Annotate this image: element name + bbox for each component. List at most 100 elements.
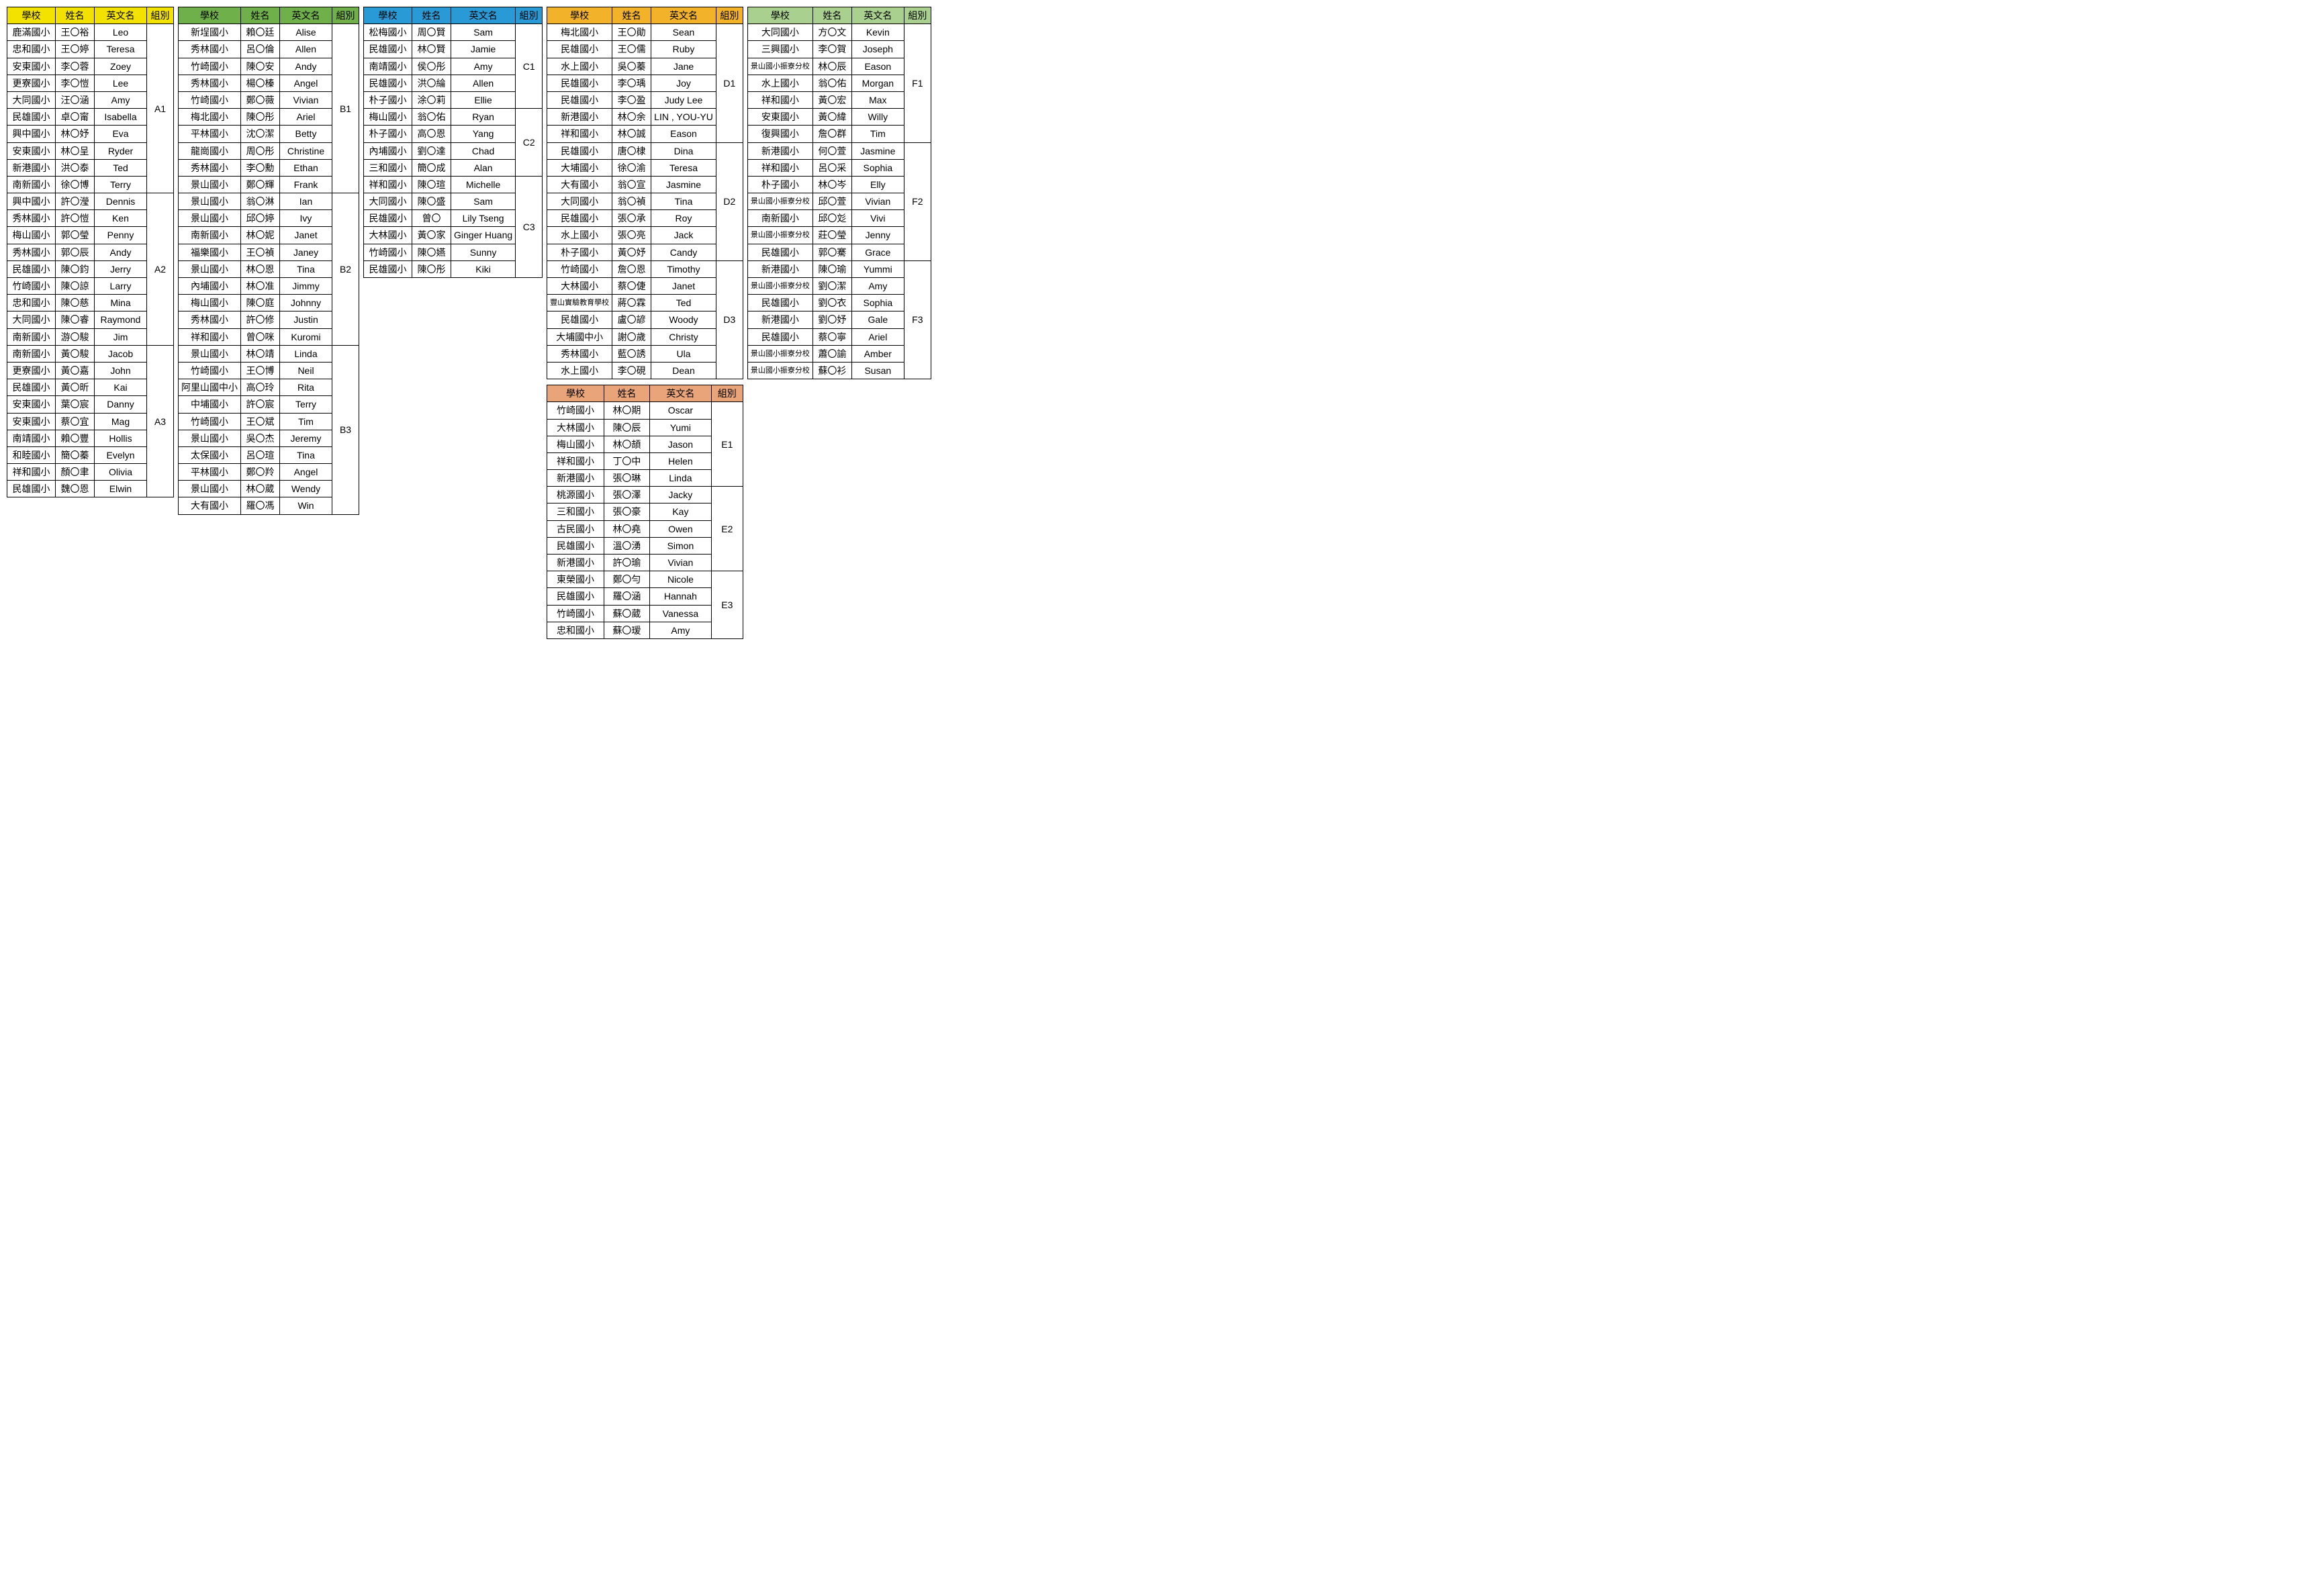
cell-en: Amy <box>451 58 516 75</box>
cell-en: Leo <box>95 24 147 41</box>
table-row: 梅山國小陳〇庭Johnny <box>179 295 359 311</box>
table-row: 景山國小振寮分校劉〇潔Amy <box>747 278 931 295</box>
cell-en: Woody <box>651 311 716 328</box>
cell-school: 太保國小 <box>179 446 241 463</box>
cell-school: 民雄國小 <box>547 142 612 159</box>
cell-en: Kevin <box>851 24 904 41</box>
cell-name: 賴〇廷 <box>241 24 280 41</box>
cell-name: 林〇賢 <box>412 41 451 58</box>
cell-school: 梅北國小 <box>179 109 241 126</box>
cell-en: Michelle <box>451 176 516 193</box>
cell-en: Teresa <box>95 41 147 58</box>
cell-en: Danny <box>95 396 147 413</box>
table-row: 梅山國小翁〇佑RyanC2 <box>364 109 543 126</box>
col-header-group: 組別 <box>716 7 743 24</box>
table-row: 景山國小翁〇淋IanB2 <box>179 193 359 210</box>
cell-en: Amy <box>851 278 904 295</box>
cell-name: 張〇亮 <box>612 227 651 244</box>
cell-name: 黃〇駿 <box>56 345 95 362</box>
cell-en: Zoey <box>95 58 147 75</box>
table-row: 竹崎國小林〇期OscarE1 <box>547 402 743 419</box>
cell-name: 李〇瑀 <box>612 75 651 91</box>
table-row: 民雄國小李〇盈Judy Lee <box>547 91 743 108</box>
cell-school: 景山國小振寮分校 <box>747 193 812 210</box>
cell-school: 大同國小 <box>364 193 412 210</box>
cell-en: Ryder <box>95 142 147 159</box>
table-row: 景山國小振寮分校莊〇瑩Jenny <box>747 227 931 244</box>
cell-school: 朴子國小 <box>547 244 612 260</box>
cell-school: 梅北國小 <box>547 24 612 41</box>
cell-school: 和睦國小 <box>7 446 56 463</box>
cell-en: Angel <box>280 464 332 481</box>
cell-en: Frank <box>280 176 332 193</box>
cell-school: 景山國小 <box>179 481 241 497</box>
cell-school: 南新國小 <box>7 176 56 193</box>
table-row: 景山國小振寮分校蕭〇諭Amber <box>747 345 931 362</box>
cell-name: 李〇蓉 <box>56 58 95 75</box>
cell-school: 祥和國小 <box>547 452 604 469</box>
cell-school: 南新國小 <box>7 345 56 362</box>
cell-name: 詹〇群 <box>812 126 851 142</box>
cell-school: 景山國小振寮分校 <box>747 345 812 362</box>
cell-school: 民雄國小 <box>547 537 604 554</box>
cell-name: 簡〇蓁 <box>56 446 95 463</box>
cell-name: 沈〇潔 <box>241 126 280 142</box>
cell-school: 大林國小 <box>364 227 412 244</box>
cell-en: Lily Tseng <box>451 210 516 227</box>
col-header-en: 英文名 <box>451 7 516 24</box>
cell-name: 李〇勳 <box>241 159 280 176</box>
cell-school: 民雄國小 <box>7 379 56 396</box>
cell-school: 朴子國小 <box>747 176 812 193</box>
cell-en: Hannah <box>650 588 712 605</box>
cell-school: 秀林國小 <box>179 159 241 176</box>
cell-school: 竹崎國小 <box>7 278 56 295</box>
cell-school: 大同國小 <box>547 193 612 210</box>
cell-name: 郭〇騫 <box>812 244 851 260</box>
cell-name: 張〇豪 <box>604 503 649 520</box>
cell-en: Allen <box>451 75 516 91</box>
cell-en: Jasmine <box>651 176 716 193</box>
cell-en: Dean <box>651 362 716 379</box>
cell-school: 南靖國小 <box>364 58 412 75</box>
cell-name: 藍〇誘 <box>612 345 651 362</box>
cell-en: Larry <box>95 278 147 295</box>
cell-name: 陳〇瑜 <box>812 260 851 277</box>
cell-en: Ginger Huang <box>451 227 516 244</box>
cell-name: 翁〇淋 <box>241 193 280 210</box>
cell-name: 呂〇采 <box>812 159 851 176</box>
cell-school: 新港國小 <box>547 109 612 126</box>
cell-en: Yumi <box>650 419 712 436</box>
cell-school: 竹崎國小 <box>547 402 604 419</box>
table-row: 豐山實驗教育學校蔣〇霖Ted <box>547 295 743 311</box>
cell-group-label: A3 <box>147 345 174 497</box>
cell-name: 曾〇咪 <box>241 328 280 345</box>
cell-name: 劉〇潔 <box>812 278 851 295</box>
cell-name: 李〇盈 <box>612 91 651 108</box>
cell-en: Tim <box>280 413 332 430</box>
cell-name: 陳〇辰 <box>604 419 649 436</box>
cell-school: 秀林國小 <box>547 345 612 362</box>
cell-name: 汪〇涵 <box>56 91 95 108</box>
cell-name: 周〇彤 <box>241 142 280 159</box>
cell-name: 林〇准 <box>241 278 280 295</box>
table-row: 中埔國小許〇宸Terry <box>179 396 359 413</box>
cell-en: LIN , YOU-YU <box>651 109 716 126</box>
cell-name: 李〇愷 <box>56 75 95 91</box>
cell-school: 民雄國小 <box>7 260 56 277</box>
cell-en: Linda <box>280 345 332 362</box>
cell-en: Helen <box>650 452 712 469</box>
table-row: 景山國小邱〇婷Ivy <box>179 210 359 227</box>
cell-school: 祥和國小 <box>747 159 812 176</box>
cell-name: 徐〇博 <box>56 176 95 193</box>
cell-name: 李〇賀 <box>812 41 851 58</box>
table-row: 竹崎國小陳〇安Andy <box>179 58 359 75</box>
table-row: 景山國小振寮分校林〇辰Eason <box>747 58 931 75</box>
group-table-C: 學校姓名英文名組別松梅國小周〇賢SamC1民雄國小林〇賢Jamie南靖國小侯〇彤… <box>363 7 543 278</box>
cell-en: Susan <box>851 362 904 379</box>
cell-name: 蔡〇寧 <box>812 328 851 345</box>
cell-school: 忠和國小 <box>547 622 604 638</box>
cell-en: Ian <box>280 193 332 210</box>
cell-name: 陳〇鈞 <box>56 260 95 277</box>
table-row: 祥和國小黃〇宏Max <box>747 91 931 108</box>
cell-school: 祥和國小 <box>364 176 412 193</box>
